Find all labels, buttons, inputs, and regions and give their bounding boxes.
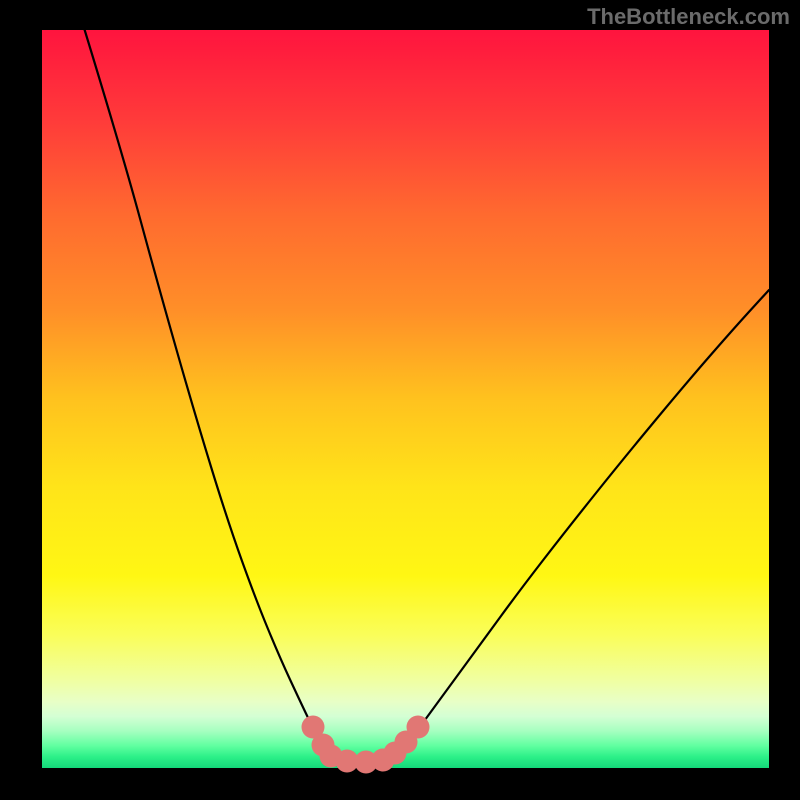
bottleneck-curve bbox=[77, 5, 769, 762]
bottleneck-curve-chart bbox=[0, 0, 800, 800]
curve-markers bbox=[302, 716, 430, 774]
curve-marker bbox=[407, 716, 430, 739]
chart-container: TheBottleneck.com bbox=[0, 0, 800, 800]
